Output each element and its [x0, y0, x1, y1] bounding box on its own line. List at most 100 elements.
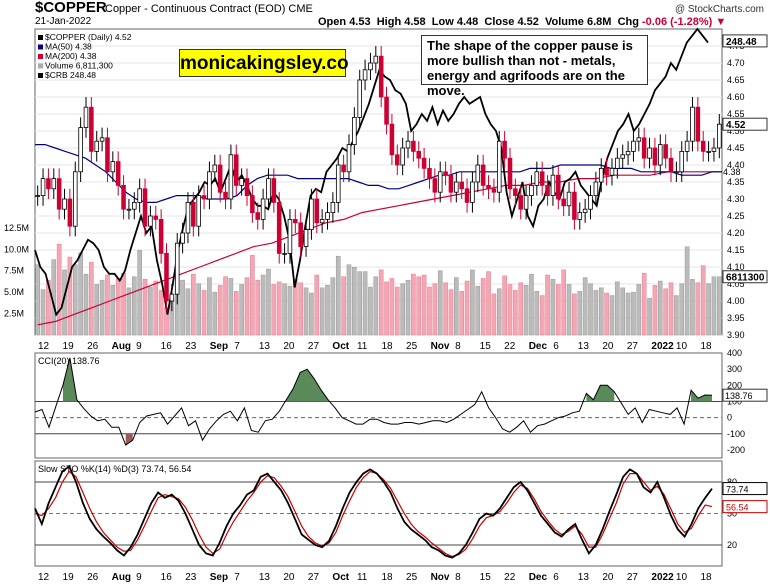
candle-body: [99, 137, 105, 142]
sto-k-line: [34, 464, 713, 559]
sto-x-label: 25: [406, 572, 418, 583]
volume-bar: [454, 277, 459, 336]
sto-x-label: 2022: [651, 572, 674, 583]
candle-body: [711, 147, 717, 152]
volume-bar: [142, 279, 148, 336]
candle-body: [641, 137, 647, 159]
price-x-label: 6: [553, 341, 559, 352]
candle-body: [593, 181, 599, 197]
volume-bar: [72, 264, 78, 336]
candle-body: [271, 178, 277, 203]
sto-x-label: Nov: [431, 572, 450, 583]
candle-body: [212, 164, 218, 173]
volume-bar: [674, 295, 679, 336]
volume-bar: [105, 274, 110, 336]
chg-label: Chg: [617, 16, 639, 28]
sto-x-label: 10: [676, 572, 688, 583]
volume-bar: [620, 287, 625, 336]
candle-body: [72, 171, 78, 227]
volume-bar: [679, 283, 685, 336]
volume-bar: [684, 246, 690, 336]
ohlc-summary: Open 4.53 High 4.58 Low 4.48 Close 4.52 …: [318, 16, 726, 28]
sto-x-label: 20: [283, 572, 295, 583]
candle-body: [325, 212, 330, 220]
symbol-description: Copper - Continuous Contract (EOD) CME: [105, 3, 313, 15]
volume-bar: [507, 284, 513, 336]
sto-last-tag: 73.74: [726, 485, 749, 495]
sto-tick-label: 80: [727, 477, 737, 487]
candle-body: [491, 188, 497, 193]
sto-x-label: 13: [259, 572, 271, 583]
volume-bar: [255, 279, 261, 336]
price-x-label: 23: [185, 341, 197, 352]
crb-last-tag-box: [722, 34, 768, 48]
sto-x-label: Oct: [332, 572, 349, 583]
cci-panel-frame: [34, 352, 723, 459]
candle-body: [561, 198, 566, 207]
volume-bar: [539, 295, 545, 336]
candle-body: [335, 164, 341, 203]
price-x-label: 12: [38, 341, 50, 352]
volume-bar: [384, 281, 389, 336]
candle-body: [191, 201, 196, 227]
volume-bar: [78, 252, 83, 336]
low-label: Low: [431, 16, 454, 28]
volume-bar: [545, 274, 550, 336]
candle-body: [201, 195, 207, 200]
candle-body: [647, 147, 652, 159]
cci-overbought-fill: [62, 357, 77, 402]
candle-body: [180, 232, 185, 244]
description-text: Copper - Continuous Contract (EOD): [105, 3, 286, 15]
volume-bar: [443, 282, 448, 336]
volume-bar: [625, 292, 631, 336]
sto-x-label: 19: [63, 572, 75, 583]
sto-x-label: 18: [382, 572, 394, 583]
price-x-label: 26: [87, 341, 99, 352]
price-x-label: Dec: [529, 341, 548, 352]
volume-bar: [239, 284, 244, 336]
price-x-label: 27: [308, 341, 320, 352]
candle-body: [142, 188, 148, 227]
price-tick-label: 4.60: [727, 92, 745, 102]
volume-bar: [158, 290, 164, 336]
volume-bar: [411, 273, 416, 336]
price-x-label: Nov: [431, 341, 450, 352]
chg-value: -0.06 (-1.28%): [642, 16, 713, 28]
volume-last-tag: 6811300: [726, 273, 765, 284]
candle-body: [529, 184, 534, 196]
volume-bar: [491, 293, 497, 336]
price-x-label: 7: [234, 341, 240, 352]
volume-bar: [550, 279, 556, 336]
volume-bar: [561, 269, 566, 336]
sto-x-label: 8: [455, 572, 461, 583]
cci-last-tag: 138.76: [725, 391, 753, 401]
candle-body: [46, 178, 51, 190]
volume-bar: [319, 287, 325, 336]
volume-bar: [56, 243, 62, 336]
volume-bar: [389, 278, 395, 336]
volume-bar: [335, 255, 341, 336]
price-x-label: 10: [676, 341, 688, 352]
candle-body: [582, 208, 588, 213]
volume-last-tag-box: [722, 270, 768, 284]
volume-bar: [480, 278, 486, 336]
price-x-label: 20: [602, 341, 614, 352]
volume-bar: [631, 291, 636, 336]
candle-body: [239, 178, 244, 186]
candle-body: [459, 181, 464, 190]
cci-title: CCI(20) 138.76: [38, 356, 100, 366]
volume-bar: [588, 283, 593, 336]
candle-body: [475, 164, 481, 183]
symbol-title: $COPPER: [35, 0, 107, 16]
volume-bar: [700, 265, 706, 336]
volume-bar: [250, 255, 255, 336]
volume-bar: [690, 279, 695, 336]
price-x-label: 13: [578, 341, 590, 352]
volume-bar: [373, 276, 379, 336]
price-x-label: 11: [357, 341, 368, 352]
volume-bar: [153, 280, 159, 336]
volume-bar: [282, 283, 287, 336]
volume-bar: [266, 268, 271, 336]
price-x-label: 22: [504, 341, 516, 352]
price-tick-label: 4.65: [727, 75, 745, 85]
